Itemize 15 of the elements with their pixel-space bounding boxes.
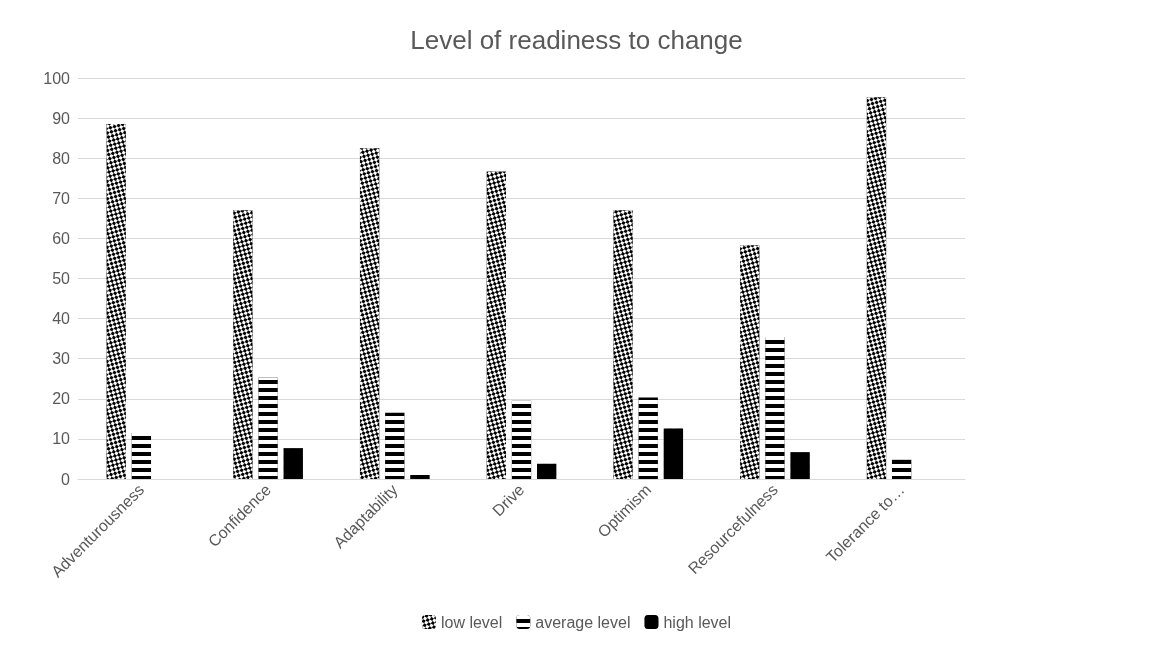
y-tick-label: 0 bbox=[61, 470, 71, 488]
y-tick-label: 50 bbox=[52, 270, 71, 287]
chart-title: Level of readiness to change bbox=[410, 25, 743, 55]
legend-label: high level bbox=[663, 613, 732, 631]
y-tick-label: 60 bbox=[52, 229, 71, 247]
y-tick-label: 10 bbox=[52, 430, 71, 448]
legend-label: average level bbox=[535, 613, 631, 631]
y-tick-label: 90 bbox=[52, 109, 71, 127]
y-tick-label: 70 bbox=[52, 189, 71, 207]
y-tick-label: 30 bbox=[52, 350, 71, 368]
y-tick-label: 100 bbox=[43, 69, 71, 87]
y-tick-label: 20 bbox=[52, 390, 71, 408]
legend-label: low level bbox=[440, 613, 503, 631]
y-tick-label: 80 bbox=[52, 149, 71, 167]
y-tick-label: 40 bbox=[52, 310, 71, 328]
